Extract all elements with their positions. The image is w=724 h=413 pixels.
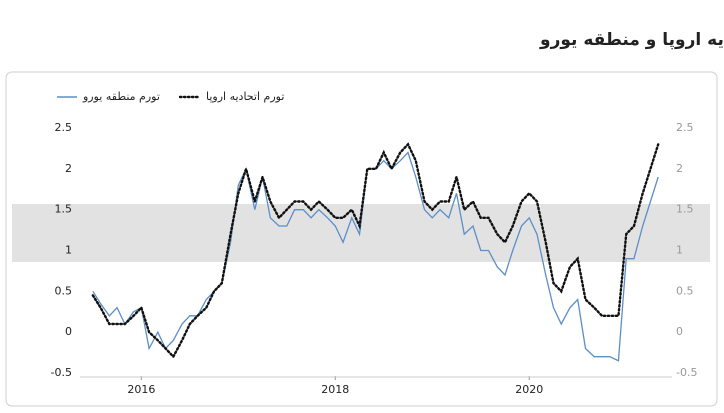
y2-tick-label: 2 [676, 162, 683, 175]
series-line [91, 142, 660, 359]
y2-tick-label: -0.5 [676, 366, 697, 379]
x-tick-label: 2018 [321, 383, 349, 396]
y-tick-label: 1.5 [55, 203, 73, 216]
y2-tick-label: 2.5 [676, 121, 694, 134]
legend-label: تورم منطقه یورو [82, 90, 160, 103]
y-tick-label: 2.5 [55, 121, 73, 134]
y-tick-label: 0 [65, 325, 72, 338]
y-tick-label: 0.5 [55, 284, 73, 297]
frame [5, 71, 718, 407]
y2-tick-label: 1.5 [676, 203, 694, 216]
chart-title: مقایسه نرخ تورم اتحادیه اروپا و منطقه یو… [539, 30, 724, 50]
x-tick-label: 2020 [515, 383, 543, 396]
y2-tick-label: 0 [676, 325, 683, 338]
x-tick-label: 2016 [127, 383, 155, 396]
y-tick-label: 2 [65, 162, 72, 175]
y2-tick-label: 1 [676, 244, 683, 257]
y-tick-label: 1 [65, 244, 72, 257]
legend-label: تورم اتحادیه اروپا [206, 90, 284, 103]
y-tick-label: -0.5 [51, 366, 72, 379]
y2-tick-label: 0.5 [676, 284, 694, 297]
